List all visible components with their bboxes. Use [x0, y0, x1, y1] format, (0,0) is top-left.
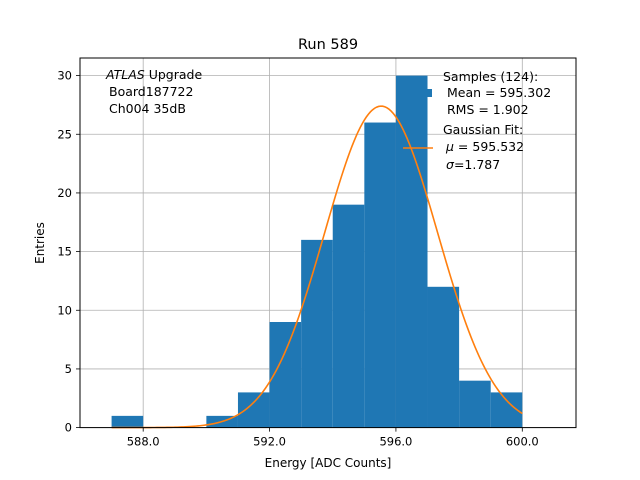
x-tick-label: 596.0 — [379, 435, 412, 449]
annotation-upgrade: Upgrade — [149, 67, 203, 82]
legend-fit-mu: μ = 595.532 — [445, 139, 524, 154]
histogram-bar — [269, 322, 302, 428]
y-tick-label: 30 — [57, 69, 72, 83]
histogram-bar — [459, 380, 491, 428]
x-tick-label: 592.0 — [253, 435, 286, 449]
legend-mean: Mean = 595.302 — [443, 85, 551, 100]
histogram-bar — [364, 122, 396, 428]
y-tick-label: 25 — [57, 127, 72, 141]
x-axis-ticks: 588.0 592.0 596.0 600.0 — [127, 427, 539, 449]
legend-histogram-swatch — [422, 89, 432, 97]
legend-sigma-symbol: σ — [446, 157, 455, 172]
x-tick-label: 600.0 — [506, 435, 539, 449]
histogram-bar — [427, 286, 460, 428]
y-axis-ticks: 0 5 10 15 20 25 30 — [57, 69, 80, 435]
y-tick-label: 20 — [57, 186, 72, 200]
y-tick-label: 10 — [57, 303, 72, 317]
annotation-board: Board187722 — [109, 84, 193, 99]
legend-fit-sigma: σ=1.787 — [446, 157, 500, 172]
annotation-atlas: ATLAS — [105, 67, 145, 82]
histogram-bar — [237, 392, 270, 428]
y-tick-label: 15 — [57, 245, 72, 259]
histogram-bar — [332, 204, 365, 428]
x-tick-label: 588.0 — [127, 435, 160, 449]
histogram-bars — [111, 75, 523, 428]
histogram-bar — [301, 239, 333, 428]
histogram-bar — [111, 415, 144, 428]
y-tick-label: 5 — [65, 362, 72, 376]
atlas-annotation: ATLAS Upgrade Board187722 Ch004 35dB — [105, 67, 202, 116]
x-axis-label: Energy [ADC Counts] — [265, 456, 392, 470]
legend-rms: RMS = 1.902 — [443, 102, 529, 117]
plot-frame — [79, 57, 577, 429]
legend-gaussian-fit: Gaussian Fit: — [443, 122, 523, 137]
legend-sigma-value: =1.787 — [454, 157, 500, 172]
gaussian-fit-line — [111, 105, 523, 429]
annotation-line-1: ATLAS Upgrade — [105, 67, 202, 82]
y-tick-label: 0 — [65, 421, 72, 435]
annotation-channel: Ch004 35dB — [109, 101, 186, 116]
histogram-bar — [395, 75, 428, 428]
legend-samples: Samples (124): — [443, 69, 538, 84]
chart-title: Run 589 — [298, 37, 358, 53]
legend-mu-symbol: μ — [445, 139, 454, 154]
legend: Samples (124): Mean = 595.302 RMS = 1.90… — [403, 69, 551, 172]
y-axis-label: Entries — [33, 222, 47, 264]
legend-mu-value: = 595.532 — [454, 139, 524, 154]
